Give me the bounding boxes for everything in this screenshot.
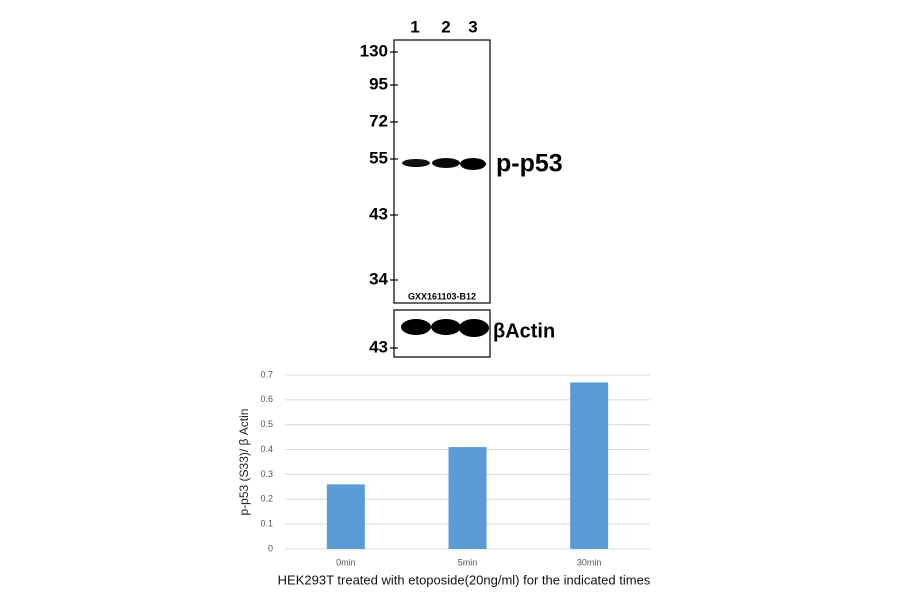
y-tick-label: 0.6: [260, 394, 273, 404]
band: [432, 158, 460, 168]
y-tick-label: 0.4: [260, 444, 273, 454]
lot-label: GXX161103-B12: [408, 291, 476, 301]
lane-label: 1: [410, 17, 419, 36]
y-tick-label: 0.7: [260, 369, 273, 379]
marker-label: 95: [369, 74, 388, 93]
blot-frame: [393, 39, 491, 304]
marker-label: 34: [369, 269, 388, 288]
marker-label: 43: [369, 337, 388, 356]
y-tick-label: 0.1: [260, 519, 273, 529]
x-tick-label: 5min: [458, 557, 478, 567]
y-tick-label: 0.3: [260, 469, 273, 479]
western-blot: 1 2 3 130 95 72 55 43 34 p-p53 GXX161103…: [360, 17, 563, 358]
lane-label: 2: [441, 17, 450, 36]
y-axis-label: p-p53 (S33)/ β Actin: [237, 409, 251, 516]
band: [401, 319, 431, 335]
lane-label: 3: [468, 17, 477, 36]
control-label: βActin: [493, 320, 555, 342]
band: [402, 159, 430, 167]
y-tick-label: 0: [268, 543, 273, 553]
bar: [570, 382, 609, 549]
band: [460, 158, 486, 170]
x-axis-label: HEK293T treated with etoposide(20ng/ml) …: [278, 572, 651, 587]
marker-ticks: [390, 51, 398, 349]
bar: [326, 484, 365, 549]
x-tick-label: 30min: [577, 557, 602, 567]
x-tick-label: 0min: [336, 557, 356, 567]
marker-label: 130: [360, 41, 388, 60]
marker-label: 72: [369, 111, 388, 130]
marker-label: 43: [369, 204, 388, 223]
marker-label: 55: [369, 148, 388, 167]
bar: [448, 447, 487, 549]
band: [431, 319, 461, 335]
y-tick-label: 0.2: [260, 494, 273, 504]
y-tick-label: 0.5: [260, 419, 273, 429]
target-label: p-p53: [496, 150, 563, 178]
band: [459, 319, 489, 337]
